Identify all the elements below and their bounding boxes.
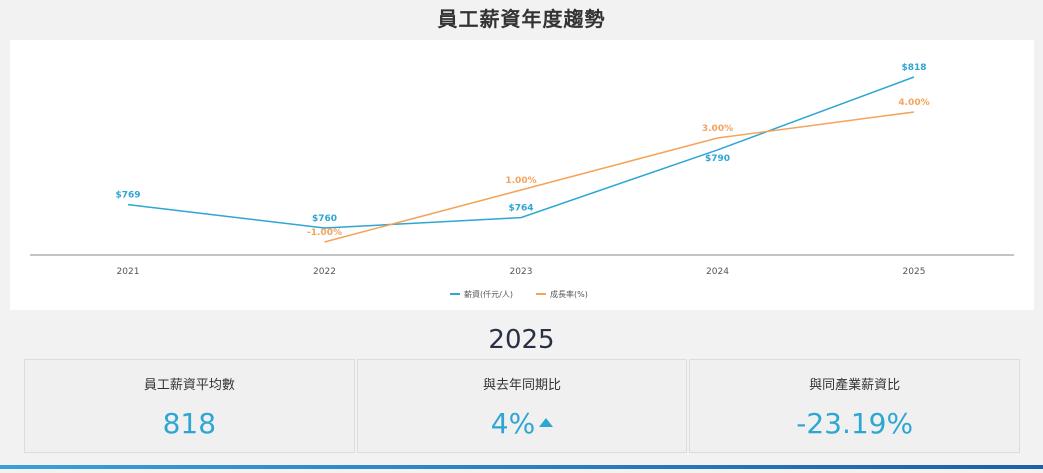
legend-label: 成長率(%) <box>550 289 588 299</box>
x-tick-label: 2022 <box>313 267 336 277</box>
data-label: 1.00% <box>505 176 536 186</box>
stat-value-wrap: 4% <box>358 406 687 442</box>
data-label: $769 <box>115 191 140 201</box>
stat-box-industry-compare: 與同產業薪資比 -23.19% <box>689 359 1021 453</box>
x-tick-label: 2024 <box>706 267 729 277</box>
x-tick-label: 2023 <box>510 267 533 277</box>
series-line-1 <box>324 111 915 243</box>
up-arrow-icon <box>539 417 554 427</box>
stat-label: 員工薪資平均數 <box>143 378 235 393</box>
x-tick-label: 2025 <box>903 267 926 277</box>
legend-label: 薪資(仟元/人) <box>464 289 513 299</box>
data-label: $818 <box>901 63 926 73</box>
salary-trend-chart: 2021 2022 2023 2024 2025 $769 $760 $764 $790 $818… <box>30 63 1014 299</box>
stat-value: 818 <box>162 407 217 440</box>
stats-row: 員工薪資平均數 818 與去年同期比 4% 與同產業薪資比 -23.19% <box>24 359 1021 453</box>
chart-card: 2021 2022 2023 2024 2025 $769 $760 $764 $790 $818… <box>10 40 1034 310</box>
series-line-0 <box>127 76 915 229</box>
x-tick-label: 2021 <box>117 267 140 277</box>
stat-value: 4% <box>490 407 536 440</box>
stat-box-yoy: 與去年同期比 4% <box>356 359 688 453</box>
data-label: 4.00% <box>898 98 929 108</box>
data-label: $764 <box>508 204 533 214</box>
data-label: $760 <box>312 214 337 224</box>
year-title: 2025 <box>488 325 555 355</box>
stat-label: 與同產業薪資比 <box>809 378 901 393</box>
stat-value: -23.19% <box>796 407 914 440</box>
page-title: 員工薪資年度趨勢 <box>437 7 606 31</box>
stat-box-average-salary: 員工薪資平均數 818 <box>24 359 355 453</box>
data-label: $790 <box>705 154 730 164</box>
bottom-accent-bar <box>0 465 1043 469</box>
stat-label: 與去年同期比 <box>483 378 562 393</box>
data-label: -1.00% <box>307 228 342 238</box>
data-label: 3.00% <box>702 124 733 134</box>
